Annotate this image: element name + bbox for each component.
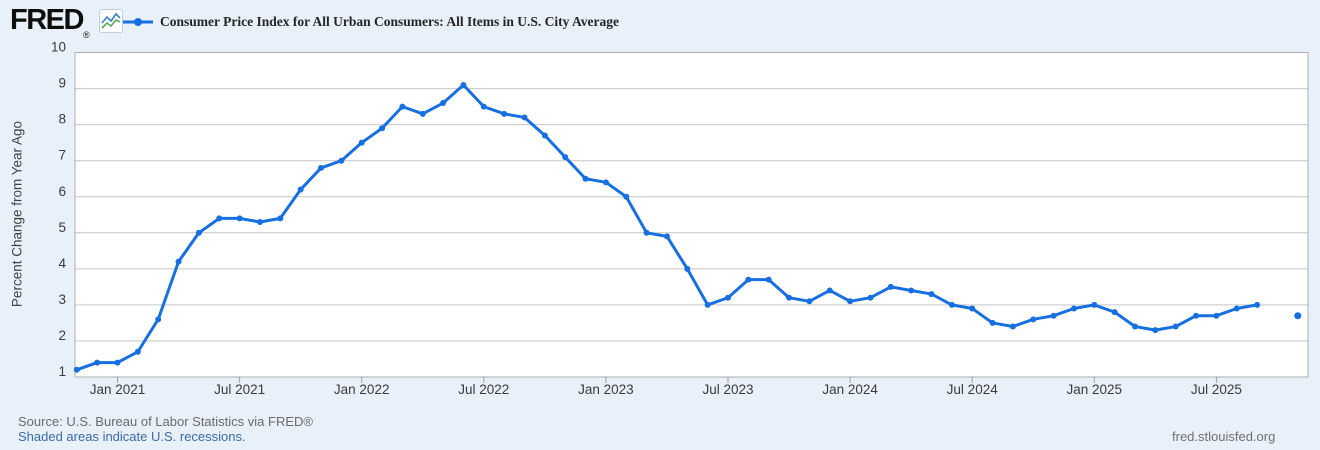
x-tick-label: Jan 2025 xyxy=(1067,382,1123,397)
data-point xyxy=(419,110,426,117)
y-tick-label: 3 xyxy=(58,292,66,307)
fred-graph-icon xyxy=(99,9,123,33)
data-point xyxy=(989,319,996,326)
x-tick-label: Jan 2021 xyxy=(90,382,146,397)
y-tick-label: 8 xyxy=(58,112,66,127)
plot-border xyxy=(74,52,1309,378)
data-point xyxy=(765,276,772,283)
y-tick-label: 5 xyxy=(58,220,66,235)
data-point xyxy=(358,139,365,146)
y-tick-label: 6 xyxy=(58,184,66,199)
data-point xyxy=(908,287,915,294)
legend: Consumer Price Index for All Urban Consu… xyxy=(123,13,619,30)
data-point xyxy=(114,359,121,366)
data-point xyxy=(582,175,589,182)
data-point xyxy=(887,283,894,290)
detached-data-point xyxy=(1294,312,1302,320)
data-point xyxy=(806,298,813,305)
data-point xyxy=(175,258,182,265)
cpi-line-chart[interactable]: 1 2 3 4 5 6 7 8 9 10 Jan 2021 Jul 2021 Jan 2022 Jul 2… xyxy=(0,40,1320,405)
data-point xyxy=(73,366,80,373)
data-point xyxy=(684,265,691,272)
data-point xyxy=(541,132,548,139)
y-tick-label: 1 xyxy=(58,364,66,379)
data-point xyxy=(399,103,406,110)
data-point xyxy=(195,229,202,236)
data-point xyxy=(948,301,955,308)
data-point xyxy=(1172,323,1179,330)
y-tick-label: 4 xyxy=(58,256,66,271)
site-link[interactable]: fred.stlouisfed.org xyxy=(1172,429,1276,444)
data-point xyxy=(256,218,263,225)
data-point xyxy=(1111,309,1118,316)
data-point xyxy=(94,359,101,366)
fred-logo: FRED® xyxy=(10,5,90,41)
fred-graph-icon-lines xyxy=(101,12,121,29)
x-tick-label: Jan 2023 xyxy=(578,382,634,397)
data-point xyxy=(928,291,935,298)
x-tick-label: Jan 2022 xyxy=(334,382,390,397)
y-tick-label: 2 xyxy=(58,328,66,343)
data-point xyxy=(318,164,324,171)
data-point xyxy=(562,154,569,161)
x-tick-label: Jan 2024 xyxy=(822,382,878,397)
data-point xyxy=(216,215,223,222)
data-point xyxy=(1193,312,1200,319)
data-point xyxy=(1070,305,1077,312)
data-point xyxy=(725,294,731,301)
data-point xyxy=(1254,301,1261,308)
data-point xyxy=(521,114,528,121)
data-point xyxy=(1030,316,1037,323)
plot-area xyxy=(75,52,1308,377)
data-point xyxy=(826,287,833,294)
x-tick-label: Jul 2024 xyxy=(947,382,999,397)
data-point xyxy=(1213,312,1220,319)
data-point xyxy=(297,186,304,193)
data-point xyxy=(1091,301,1098,308)
data-point xyxy=(155,316,162,323)
data-point xyxy=(786,294,793,301)
data-point xyxy=(867,294,874,301)
data-point xyxy=(1009,323,1016,330)
data-point xyxy=(236,215,243,222)
data-point xyxy=(1132,323,1138,330)
registered-mark: ® xyxy=(82,30,90,40)
y-axis-title: Percent Change from Year Ago xyxy=(9,120,25,308)
data-point xyxy=(643,229,650,236)
data-point xyxy=(1233,305,1240,312)
data-point xyxy=(1152,327,1159,334)
data-point xyxy=(379,125,386,132)
legend-label: Consumer Price Index for All Urban Consu… xyxy=(160,13,619,29)
data-point xyxy=(745,276,752,283)
source-note: Source: U.S. Bureau of Labor Statistics … xyxy=(18,414,313,429)
data-point xyxy=(460,81,467,88)
data-point xyxy=(623,193,630,200)
x-tick-label: Jul 2021 xyxy=(214,382,265,397)
data-point xyxy=(847,298,854,305)
data-point xyxy=(969,305,976,312)
y-tick-label: 10 xyxy=(51,40,66,55)
x-tick-label: Jul 2022 xyxy=(458,382,509,397)
data-point xyxy=(1050,312,1057,319)
data-point xyxy=(338,157,345,164)
y-tick-label: 9 xyxy=(58,76,66,91)
legend-line-marker xyxy=(123,17,153,26)
recession-note-link[interactable]: Shaded areas indicate U.S. recessions. xyxy=(18,428,246,444)
data-point xyxy=(134,348,141,355)
x-tick-label: Jul 2023 xyxy=(702,382,753,397)
data-point xyxy=(480,103,487,110)
data-point xyxy=(663,233,670,240)
data-point xyxy=(501,110,508,117)
data-point xyxy=(704,301,711,308)
x-tick-label: Jul 2025 xyxy=(1191,382,1242,397)
data-point xyxy=(277,215,284,222)
data-point xyxy=(440,100,447,107)
y-tick-label: 7 xyxy=(58,148,66,163)
data-point xyxy=(602,179,609,186)
fred-logo-text: FRED xyxy=(10,4,84,36)
